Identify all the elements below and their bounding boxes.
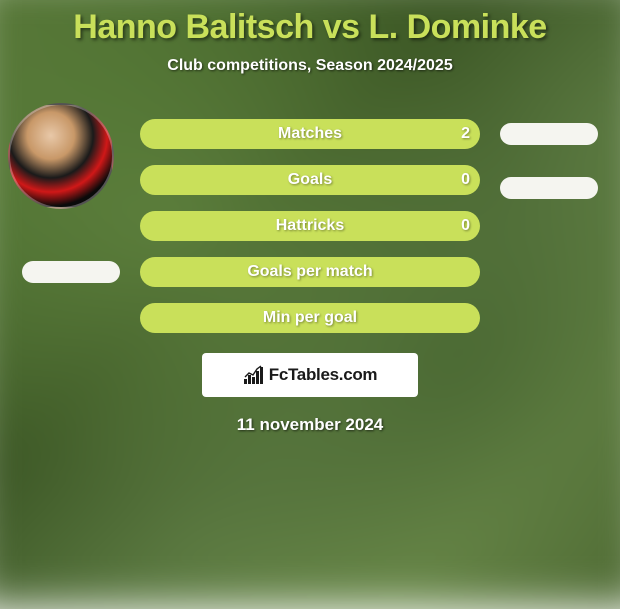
brand-text: FcTables.com — [269, 365, 378, 385]
stat-bar-goals: Goals 0 — [140, 165, 480, 195]
stat-label: Goals — [288, 171, 332, 189]
player-right-blank-pill-2 — [500, 177, 598, 199]
brand-badge: FcTables.com — [202, 353, 418, 397]
stat-label: Min per goal — [263, 309, 357, 327]
stat-bar-min-per-goal: Min per goal — [140, 303, 480, 333]
chart-icon — [243, 365, 265, 385]
stat-bar-matches: Matches 2 — [140, 119, 480, 149]
stat-value-left: 2 — [461, 125, 470, 143]
stat-value-left: 0 — [461, 217, 470, 235]
page-title: Hanno Balitsch vs L. Dominke — [0, 8, 620, 47]
comparison-section: Matches 2 Goals 0 Hattricks 0 Goals per … — [0, 103, 620, 343]
stat-value-left: 0 — [461, 171, 470, 189]
date-label: 11 november 2024 — [0, 415, 620, 435]
stat-label: Matches — [278, 125, 342, 143]
player-left-blank-pill — [22, 261, 120, 283]
player-right-blank-pill-1 — [500, 123, 598, 145]
player-left-avatar — [8, 103, 114, 209]
stat-label: Hattricks — [276, 217, 344, 235]
stat-bar-hattricks: Hattricks 0 — [140, 211, 480, 241]
stats-column: Matches 2 Goals 0 Hattricks 0 Goals per … — [140, 119, 480, 349]
content-wrapper: Hanno Balitsch vs L. Dominke Club compet… — [0, 0, 620, 580]
stat-label: Goals per match — [247, 263, 372, 281]
stat-bar-goals-per-match: Goals per match — [140, 257, 480, 287]
page-subtitle: Club competitions, Season 2024/2025 — [0, 57, 620, 75]
